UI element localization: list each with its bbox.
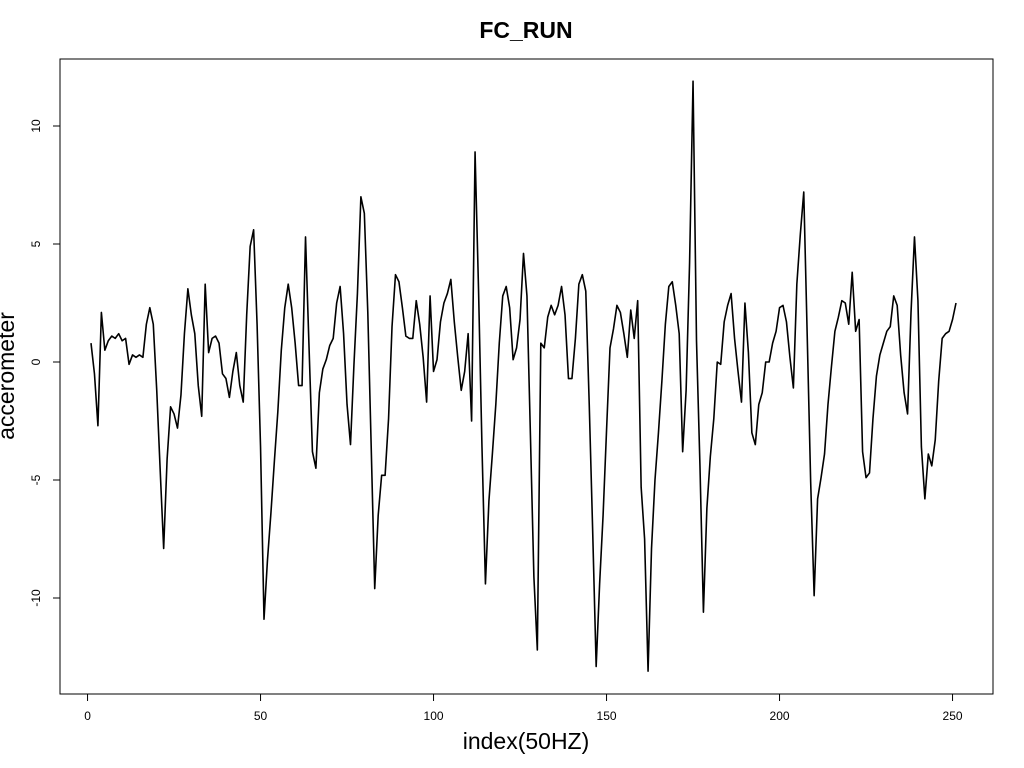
series-line (90, 80, 957, 672)
x-tick-label: 200 (770, 709, 790, 723)
plot-frame (59, 58, 994, 695)
x-axis: 0 50 100 150 200 250 (84, 693, 963, 723)
x-tick-label: 50 (254, 709, 268, 723)
y-axis: -10 -5 0 5 10 (29, 119, 61, 607)
y-tick-label: -10 (29, 589, 43, 607)
y-tick-label: -5 (29, 474, 43, 485)
chart-title: FC_RUN (479, 17, 572, 43)
x-tick-label: 150 (597, 709, 617, 723)
series-layer (90, 80, 957, 672)
x-tick-label: 0 (84, 709, 91, 723)
x-tick-label: 250 (943, 709, 963, 723)
y-axis-label: accerometer (0, 312, 19, 440)
y-tick-label: 5 (29, 240, 43, 247)
y-tick-label: 10 (29, 119, 43, 133)
x-axis-label: index(50HZ) (463, 728, 590, 754)
y-tick-label: 0 (29, 358, 43, 365)
x-tick-label: 100 (424, 709, 444, 723)
